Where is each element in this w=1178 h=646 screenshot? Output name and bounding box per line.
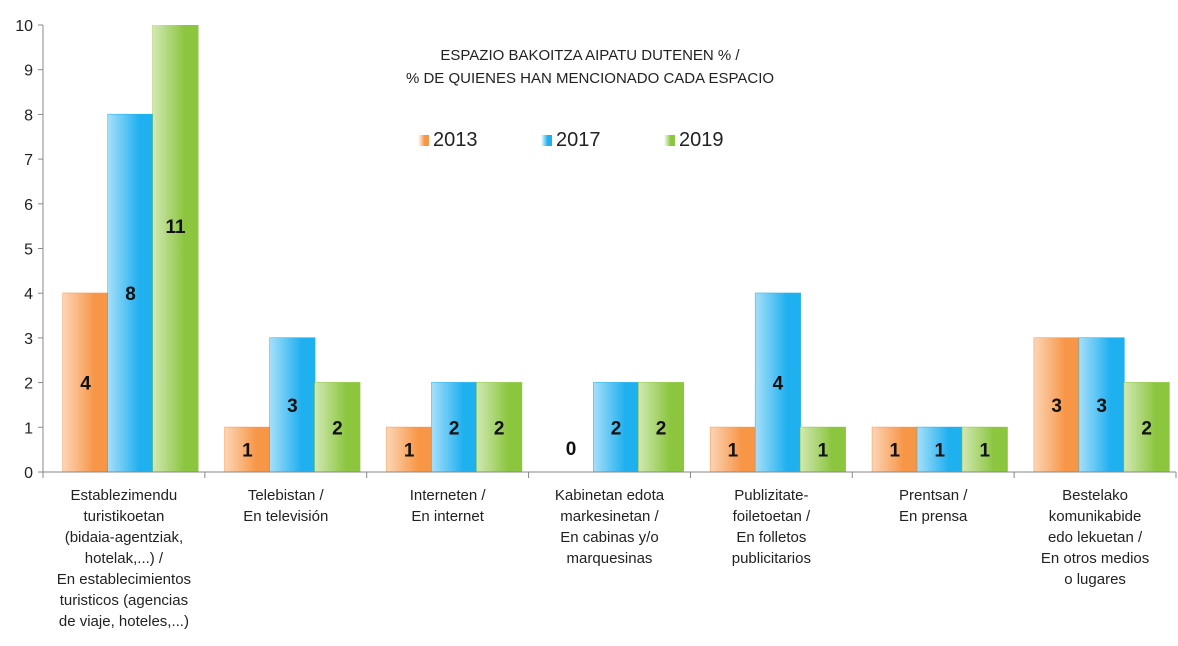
value-label: 2 bbox=[611, 418, 622, 439]
value-label: 3 bbox=[287, 396, 298, 417]
y-tick-label: 9 bbox=[24, 63, 33, 80]
x-tick-label: Establezimendu turistikoetan (bidaia-age… bbox=[56, 487, 192, 630]
value-label: 8 bbox=[125, 284, 136, 305]
value-label: 1 bbox=[728, 441, 739, 462]
value-label: 1 bbox=[979, 441, 990, 462]
bar-highlight bbox=[872, 427, 918, 472]
bar-highlight bbox=[800, 427, 846, 472]
value-label: 2 bbox=[1141, 418, 1152, 439]
value-label: 3 bbox=[1096, 396, 1107, 417]
value-label: 0 bbox=[566, 439, 577, 460]
bar-highlight bbox=[224, 427, 270, 472]
y-tick-label: 7 bbox=[24, 152, 33, 169]
y-tick-label: 6 bbox=[24, 197, 33, 214]
value-label: 1 bbox=[934, 441, 945, 462]
value-label: 2 bbox=[494, 418, 505, 439]
bar-highlight bbox=[1079, 337, 1125, 472]
y-tick-label: 8 bbox=[24, 107, 33, 124]
x-tick-label: Kabinetan edota markesinetan / En cabina… bbox=[554, 487, 665, 567]
x-tick-label: Bestelako komunikabide edo lekuetan / En… bbox=[1040, 487, 1150, 588]
y-tick-label: 10 bbox=[15, 18, 33, 35]
bar-highlight bbox=[1034, 337, 1080, 472]
value-label: 2 bbox=[656, 418, 667, 439]
y-tick-label: 0 bbox=[24, 465, 33, 482]
bar-highlight bbox=[431, 382, 477, 472]
bar-highlight bbox=[63, 293, 108, 472]
value-label: 1 bbox=[404, 441, 415, 462]
bar-highlight bbox=[314, 382, 360, 472]
y-tick-label: 1 bbox=[24, 420, 33, 437]
bar-highlight bbox=[153, 25, 198, 472]
bar-highlight bbox=[962, 427, 1008, 472]
y-tick-label: 4 bbox=[24, 286, 33, 303]
bars bbox=[62, 25, 1170, 472]
bar-highlight bbox=[593, 382, 639, 472]
bar-highlight bbox=[638, 382, 684, 472]
x-tick-label: Interneten / En internet bbox=[409, 487, 486, 525]
x-tick-label: Publizitate- foiletoetan / En folletos p… bbox=[731, 487, 811, 567]
legend-item: 2013 bbox=[418, 129, 478, 152]
legend-item: 2019 bbox=[664, 129, 724, 152]
legend-swatch bbox=[664, 135, 675, 146]
value-label: 11 bbox=[165, 217, 186, 238]
value-label: 4 bbox=[80, 374, 91, 395]
legend-label: 2017 bbox=[556, 129, 601, 151]
value-label: 4 bbox=[773, 374, 784, 395]
bar-highlight bbox=[755, 293, 801, 472]
legend-label: 2013 bbox=[433, 129, 478, 151]
value-label: 1 bbox=[242, 441, 253, 462]
chart-title: ESPAZIO BAKOITZA AIPATU DUTENEN % / % DE… bbox=[405, 47, 775, 87]
value-label: 1 bbox=[818, 441, 829, 462]
bar-highlight bbox=[386, 427, 432, 472]
value-label: 2 bbox=[449, 418, 460, 439]
bar-highlight bbox=[917, 427, 963, 472]
bar-highlight bbox=[1124, 382, 1170, 472]
y-tick-label: 5 bbox=[24, 242, 33, 259]
y-tick-label: 2 bbox=[24, 376, 33, 393]
bar-highlight bbox=[710, 427, 756, 472]
legend-label: 2019 bbox=[679, 129, 724, 151]
legend-swatch bbox=[418, 135, 429, 146]
value-label: 1 bbox=[889, 441, 900, 462]
x-tick-label: Telebistan / En televisión bbox=[243, 487, 329, 525]
value-label: 2 bbox=[332, 418, 343, 439]
bar-highlight bbox=[476, 382, 522, 472]
y-tick-label: 3 bbox=[24, 331, 33, 348]
legend-swatch bbox=[541, 135, 552, 146]
legend-item: 2017 bbox=[541, 129, 601, 152]
value-label: 3 bbox=[1051, 396, 1062, 417]
bar-highlight bbox=[108, 114, 153, 472]
x-tick-label: Prentsan / En prensa bbox=[899, 487, 968, 525]
bar-highlight bbox=[269, 337, 315, 472]
